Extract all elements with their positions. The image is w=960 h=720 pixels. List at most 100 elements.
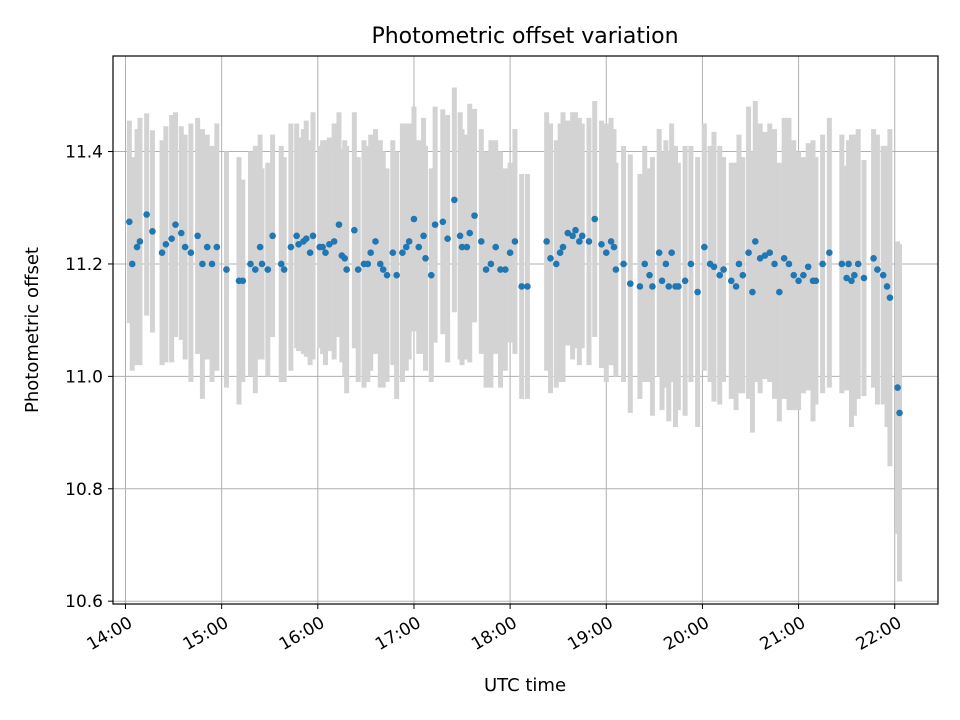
data-point <box>247 260 254 268</box>
data-point <box>402 243 410 251</box>
data-point <box>322 249 329 257</box>
data-point <box>364 260 372 268</box>
data-point <box>766 249 774 257</box>
data-point <box>194 232 201 240</box>
data-point <box>585 238 593 245</box>
data-point <box>208 260 216 268</box>
data-point <box>372 238 379 245</box>
data-point <box>128 260 136 268</box>
data-point <box>785 260 793 268</box>
y-tick-label: 10.6 <box>65 592 103 612</box>
data-point <box>506 249 514 257</box>
data-point <box>306 249 314 257</box>
data-point <box>610 243 618 251</box>
data-point <box>343 266 350 273</box>
data-point <box>482 266 490 273</box>
data-point <box>848 277 855 285</box>
data-point <box>213 243 221 251</box>
data-point <box>556 249 564 257</box>
data-point <box>335 221 343 228</box>
data-point <box>874 266 881 273</box>
data-point <box>256 243 264 251</box>
data-point <box>879 271 887 279</box>
data-point <box>543 238 550 245</box>
data-point <box>578 232 586 240</box>
data-point <box>199 260 206 268</box>
data-point <box>668 249 675 257</box>
y-tick-label: 10.8 <box>65 480 103 500</box>
data-point <box>302 235 310 242</box>
data-point <box>172 221 179 228</box>
data-point <box>367 249 374 257</box>
data-point <box>518 283 525 290</box>
plot-frame <box>112 55 939 605</box>
data-point <box>627 280 634 287</box>
data-point <box>812 277 820 285</box>
data-point <box>133 243 141 251</box>
data-point <box>458 243 466 251</box>
data-point <box>187 249 195 257</box>
data-point <box>776 288 783 296</box>
data-point <box>843 274 850 282</box>
data-point <box>471 212 478 219</box>
data-point <box>415 243 423 251</box>
data-point <box>749 288 756 296</box>
data-point <box>287 243 295 251</box>
x-tick-label: 19:00 <box>564 613 616 655</box>
data-point <box>181 243 189 251</box>
data-point <box>456 232 464 240</box>
data-point <box>258 260 266 268</box>
x-tick-label: 17:00 <box>372 613 424 655</box>
data-point <box>277 260 285 268</box>
data-point <box>354 266 362 273</box>
y-axis-label: Photometric offset <box>22 247 43 413</box>
data-point <box>377 260 384 268</box>
data-point <box>854 260 862 268</box>
data-point <box>223 266 230 273</box>
data-point <box>309 232 317 240</box>
data-point <box>280 266 288 273</box>
data-point <box>720 266 727 273</box>
data-point <box>269 232 276 240</box>
data-point <box>319 243 326 251</box>
data-point <box>800 271 807 279</box>
data-point <box>896 409 903 417</box>
data-point <box>572 226 579 234</box>
data-point <box>569 232 576 240</box>
data-point <box>655 249 663 257</box>
data-point <box>431 221 439 228</box>
data-point <box>252 266 259 273</box>
data-point <box>422 255 429 262</box>
chart-title: Photometric offset variation <box>371 24 678 49</box>
data-point <box>886 294 894 301</box>
data-point <box>511 238 519 245</box>
data-point <box>466 229 474 237</box>
data-point <box>591 215 599 223</box>
x-tick-label: 16:00 <box>276 613 328 655</box>
data-point <box>487 260 495 268</box>
x-tick-label: 20:00 <box>660 613 712 655</box>
data-point <box>826 249 833 257</box>
data-point <box>710 263 718 271</box>
x-tick-label: 14:00 <box>84 613 136 655</box>
data-point <box>687 260 695 268</box>
data-point <box>701 243 708 251</box>
data-point <box>293 232 300 240</box>
data-point <box>681 277 689 285</box>
data-point <box>727 277 735 285</box>
data-point <box>162 240 170 248</box>
data-point <box>177 229 185 237</box>
error-bars <box>126 87 903 582</box>
data-point <box>477 238 485 245</box>
data-point <box>444 235 451 242</box>
data-point <box>564 229 572 237</box>
data-point <box>264 266 272 273</box>
x-tick-label: 22:00 <box>853 613 905 655</box>
data-point <box>602 249 610 257</box>
data-point <box>641 260 649 268</box>
data-point <box>239 277 247 285</box>
data-point <box>389 249 397 257</box>
data-point <box>405 238 413 245</box>
data-point <box>351 226 358 234</box>
